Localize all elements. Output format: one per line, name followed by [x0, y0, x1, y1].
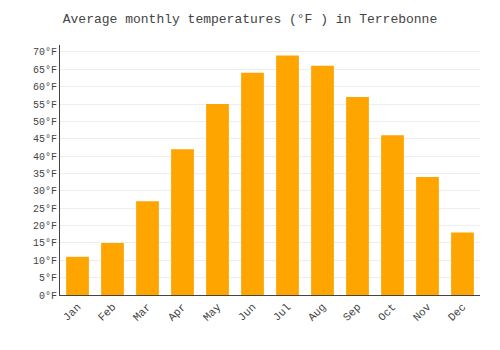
svg-text:Jun: Jun — [236, 301, 258, 323]
svg-text:Dec: Dec — [446, 301, 468, 323]
svg-text:Jul: Jul — [271, 301, 293, 323]
svg-text:10°F: 10°F — [33, 256, 57, 267]
svg-text:Aug: Aug — [306, 301, 328, 323]
svg-text:Nov: Nov — [411, 301, 434, 324]
svg-text:40°F: 40°F — [33, 152, 57, 163]
svg-text:50°F: 50°F — [33, 117, 57, 128]
svg-text:55°F: 55°F — [33, 100, 57, 111]
svg-text:70°F: 70°F — [33, 47, 57, 58]
svg-text:May: May — [201, 301, 224, 324]
svg-text:Jan: Jan — [61, 301, 83, 323]
svg-text:Feb: Feb — [96, 301, 118, 323]
svg-text:Sep: Sep — [341, 301, 363, 323]
svg-text:20°F: 20°F — [33, 221, 57, 232]
svg-text:65°F: 65°F — [33, 65, 57, 76]
svg-text:Oct: Oct — [376, 301, 398, 323]
svg-text:45°F: 45°F — [33, 134, 57, 145]
svg-text:15°F: 15°F — [33, 238, 57, 249]
svg-text:Apr: Apr — [166, 301, 188, 323]
svg-text:30°F: 30°F — [33, 186, 57, 197]
svg-text:60°F: 60°F — [33, 82, 57, 93]
svg-text:35°F: 35°F — [33, 169, 57, 180]
svg-text:0°F: 0°F — [39, 291, 57, 302]
svg-text:Average monthly temperatures (: Average monthly temperatures (°F ) in Te… — [63, 12, 437, 27]
svg-text:25°F: 25°F — [33, 204, 57, 215]
svg-text:Mar: Mar — [131, 301, 153, 323]
svg-text:5°F: 5°F — [39, 273, 57, 284]
